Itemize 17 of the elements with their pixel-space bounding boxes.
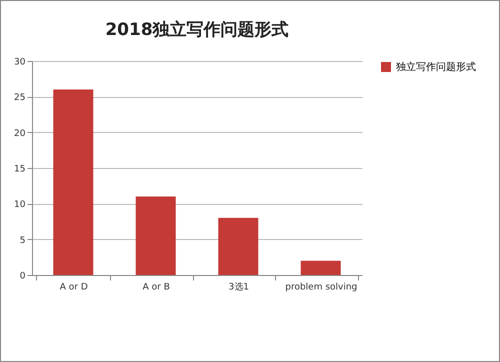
y-tick-label: 25 bbox=[14, 93, 26, 104]
bar bbox=[136, 196, 176, 275]
x-tick-label: 3选1 bbox=[228, 282, 249, 292]
x-tick-label: A or D bbox=[60, 282, 88, 292]
x-tick-label: A or B bbox=[142, 282, 170, 292]
bar bbox=[300, 260, 341, 275]
y-tick-label: 5 bbox=[20, 236, 26, 246]
legend-label: 独立写作问题形式 bbox=[396, 61, 476, 73]
y-tick-label: 30 bbox=[14, 58, 26, 68]
y-tick-label: 10 bbox=[14, 200, 26, 210]
bar bbox=[53, 90, 94, 275]
x-tick-label: problem solving bbox=[285, 282, 358, 292]
y-tick-label: 0 bbox=[20, 272, 26, 282]
chart-title: 2018独立写作问题形式 bbox=[105, 20, 289, 40]
bar bbox=[218, 218, 258, 275]
y-tick-label: 15 bbox=[14, 164, 26, 174]
y-tick-label: 20 bbox=[14, 128, 26, 139]
